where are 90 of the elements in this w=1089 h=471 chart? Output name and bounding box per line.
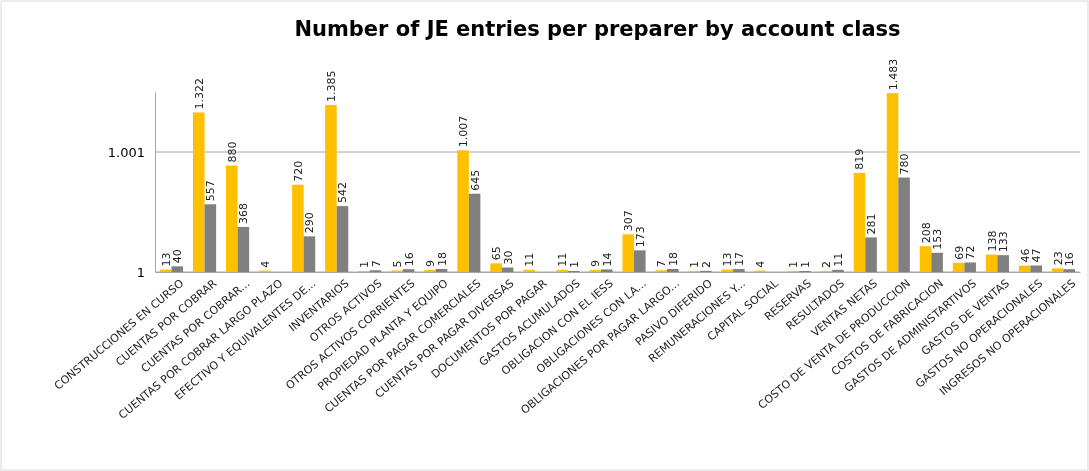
bar: [898, 177, 910, 272]
data-label: 2: [820, 260, 834, 268]
data-label: 1: [798, 261, 812, 268]
data-label: 281: [865, 213, 879, 235]
data-label: 4: [754, 260, 768, 268]
data-label: 7: [369, 260, 383, 268]
data-label: 1.483: [886, 58, 900, 91]
bar: [1063, 269, 1076, 272]
data-label: 1: [357, 261, 371, 268]
data-label: 47: [1030, 248, 1044, 263]
bar: [985, 254, 998, 272]
data-label: 542: [336, 182, 350, 204]
bar: [523, 269, 535, 272]
bar: [832, 269, 844, 272]
data-label: 7: [655, 260, 669, 268]
data-label: 11: [832, 252, 846, 267]
bar: [886, 93, 899, 272]
bar: [622, 234, 635, 272]
data-label: 16: [1063, 252, 1077, 267]
bar: [171, 266, 184, 272]
data-label: 173: [633, 226, 647, 248]
bar: [468, 193, 481, 272]
bar: [733, 269, 745, 272]
data-label: 9: [424, 260, 438, 268]
bar: [237, 226, 250, 272]
data-label: 46: [1018, 248, 1032, 263]
data-label: 780: [898, 153, 912, 175]
data-label: 1.385: [324, 70, 338, 102]
data-label: 133: [997, 231, 1011, 253]
data-label: 11: [523, 252, 537, 267]
bar: [226, 165, 238, 272]
data-label: 16: [402, 252, 416, 267]
bar: [192, 112, 205, 272]
data-label: 720: [291, 160, 305, 182]
bar: [964, 262, 976, 272]
data-label: 11: [556, 252, 570, 267]
data-label: 368: [237, 202, 251, 224]
bar: [853, 172, 866, 272]
bar: [402, 269, 415, 272]
data-label: 5: [390, 260, 404, 268]
bar: [1030, 265, 1043, 272]
data-label: 645: [468, 169, 482, 191]
bar: [1051, 268, 1064, 272]
data-label: 2: [699, 260, 713, 268]
bar: [204, 204, 217, 272]
data-label: 69: [952, 245, 966, 260]
data-label: 208: [919, 222, 933, 244]
data-label: 290: [303, 212, 317, 234]
data-label: 307: [622, 210, 636, 232]
chart-title: Number of JE entries per preparer by account class: [294, 17, 901, 41]
data-label: 1: [567, 261, 581, 268]
data-label: 13: [159, 252, 173, 267]
y-tick-label: 1.001: [107, 144, 145, 160]
data-label: 1.007: [457, 115, 471, 148]
data-label: 30: [501, 250, 515, 265]
bar: [634, 250, 646, 272]
data-label: 14: [600, 252, 614, 267]
bar: [997, 255, 1009, 272]
data-label: 153: [931, 228, 945, 250]
data-label: 1: [688, 261, 702, 268]
bar: [435, 268, 448, 272]
data-label: 9: [589, 260, 603, 268]
bar: [556, 269, 568, 272]
bar: [919, 246, 932, 272]
bar: [952, 262, 965, 272]
data-label: 18: [666, 251, 680, 266]
data-label: 138: [985, 230, 999, 252]
bar: [931, 252, 943, 272]
data-label: 4: [258, 260, 272, 268]
bar: [303, 236, 316, 272]
data-label: 23: [1051, 251, 1065, 266]
data-label: 819: [853, 148, 867, 170]
bar: [865, 237, 877, 272]
bar: [292, 184, 304, 272]
data-label: 1.322: [192, 77, 206, 110]
bar: [490, 263, 502, 272]
data-label: 18: [435, 251, 449, 266]
bar: [667, 268, 679, 272]
bar: [325, 104, 337, 272]
data-label: 17: [732, 252, 746, 267]
data-label: 72: [964, 245, 978, 260]
data-label: 880: [225, 141, 239, 163]
data-label: 557: [204, 180, 218, 202]
data-label: 40: [171, 249, 185, 264]
bar: [336, 206, 349, 272]
bar: [600, 269, 613, 272]
bar: [457, 150, 469, 272]
data-label: 13: [721, 252, 735, 267]
data-label: 1: [787, 261, 801, 268]
data-label: 65: [490, 246, 504, 261]
